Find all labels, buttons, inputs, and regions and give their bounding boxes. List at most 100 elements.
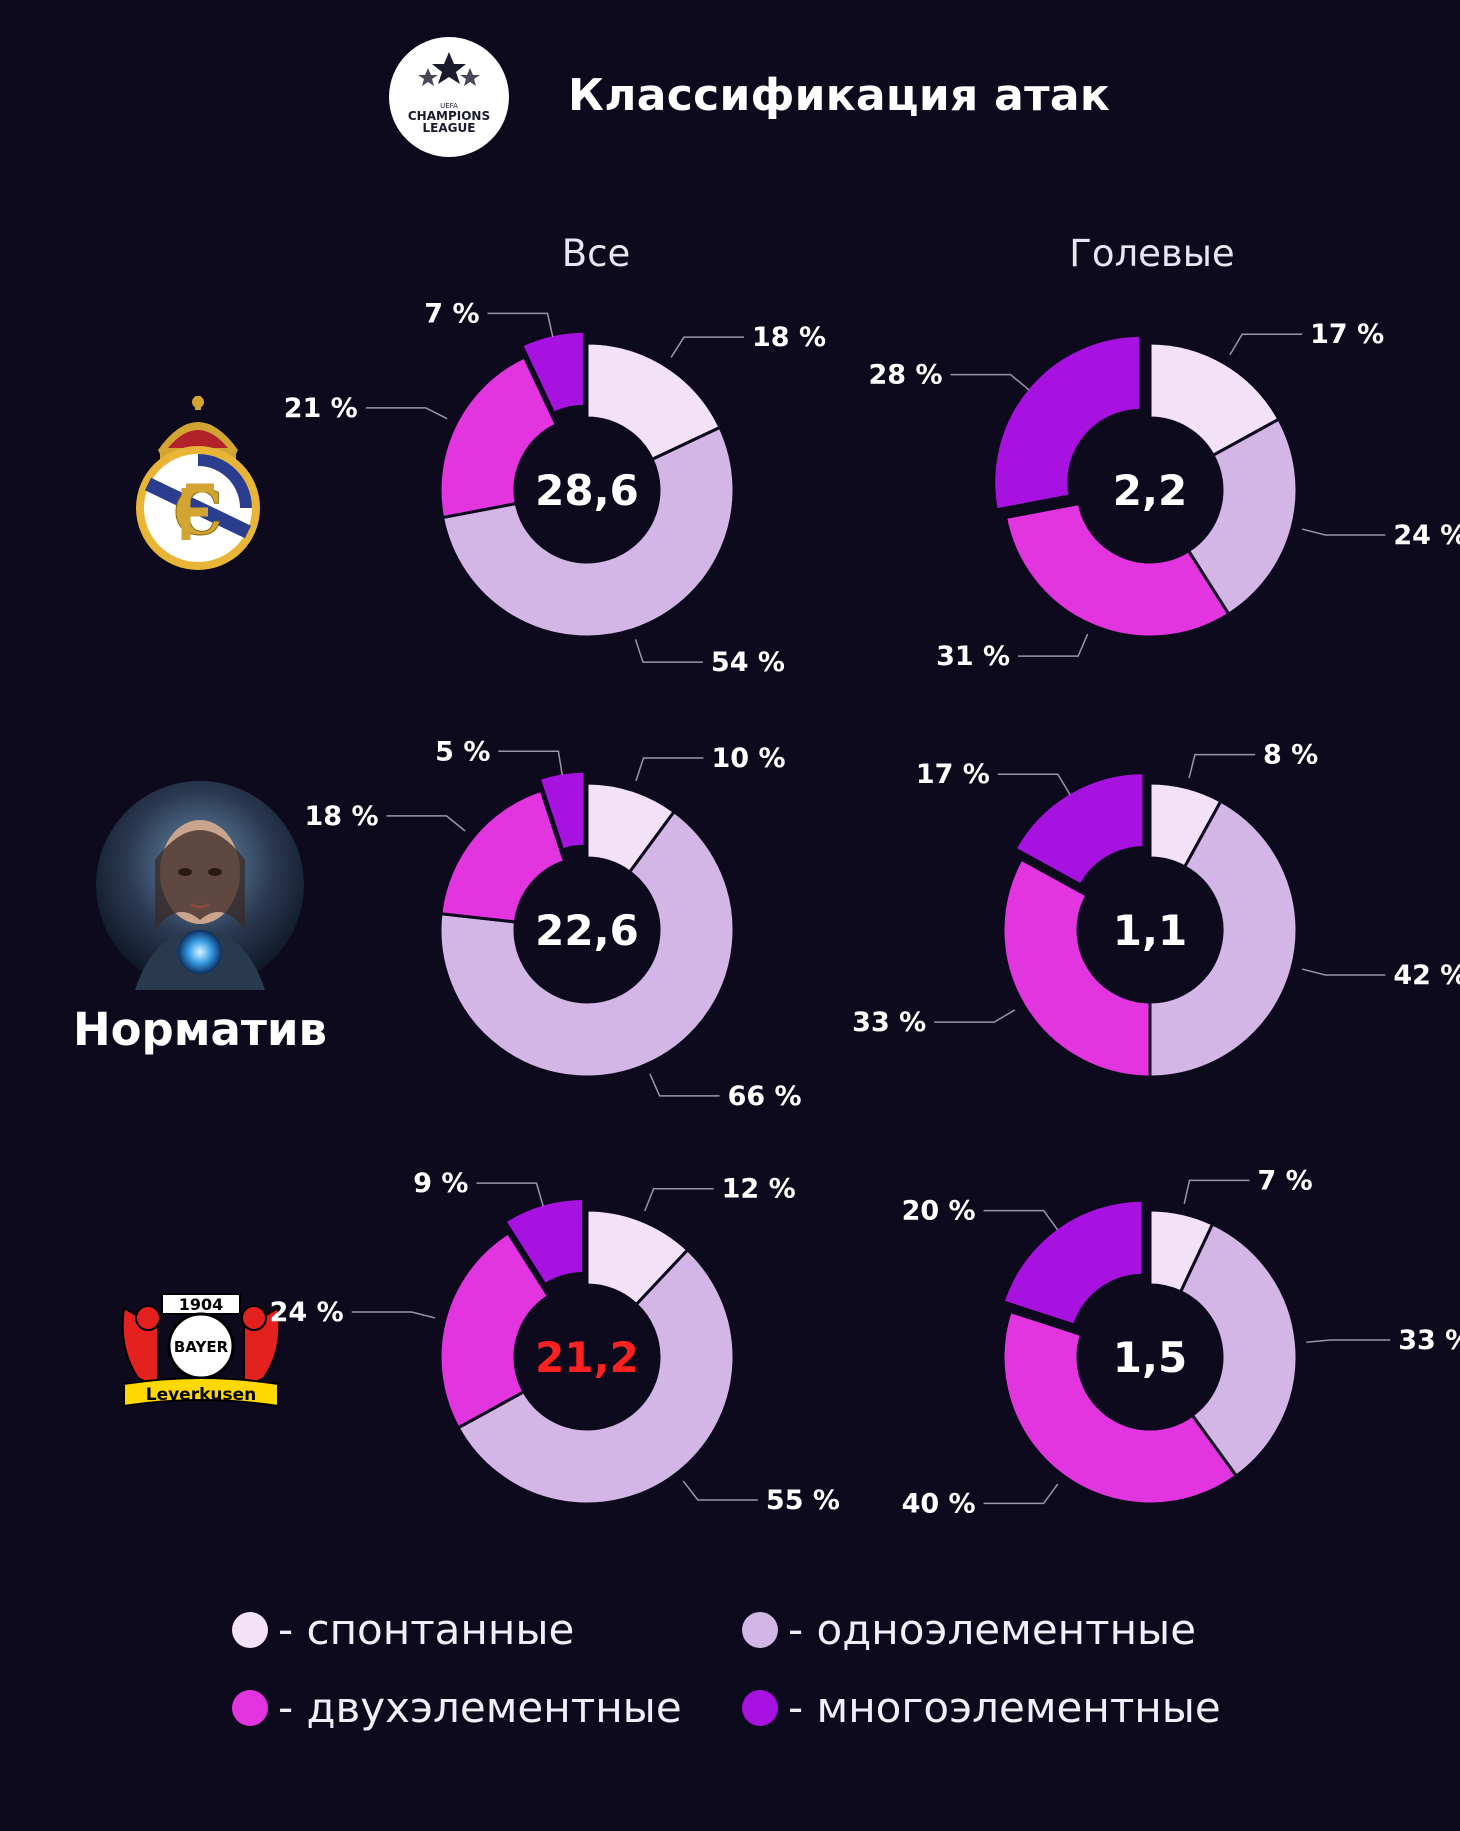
legend-item-two-element: - двухэлементные xyxy=(232,1683,682,1732)
leader-line xyxy=(1018,633,1089,657)
legend-item-multi-element: - многоэлементные xyxy=(742,1683,1221,1732)
percent-label: 7 % xyxy=(424,298,479,329)
leader-line xyxy=(950,373,1030,391)
segment-two-element xyxy=(1001,1309,1239,1506)
leader-line xyxy=(634,639,703,663)
percent-label: 18 % xyxy=(304,801,378,832)
segment-two-element xyxy=(1003,501,1231,639)
donut-real-madrid-0: 18 % 54 % 21 % 7 % 28,6 xyxy=(284,298,826,678)
segment-multi-element xyxy=(502,1196,586,1287)
donut-real-madrid-1: 17 % 24 % 31 % 28 % 2,2 xyxy=(869,319,1460,672)
center-value: 22,6 xyxy=(535,906,639,955)
percent-label: 40 % xyxy=(902,1488,976,1519)
legend-dot xyxy=(742,1689,778,1726)
percent-label: 31 % xyxy=(936,641,1010,672)
percent-label: 33 % xyxy=(852,1007,926,1038)
legend-label: - двухэлементные xyxy=(278,1683,682,1732)
segment-single-element xyxy=(1186,417,1299,617)
leader-line xyxy=(983,1209,1059,1231)
percent-label: 21 % xyxy=(284,393,358,424)
percent-label: 42 % xyxy=(1393,960,1460,991)
leader-line xyxy=(644,1187,714,1212)
donut-normative-1: 8 % 42 % 33 % 17 % 1,1 xyxy=(852,740,1460,1079)
svg-text:UEFA: UEFA xyxy=(440,102,458,110)
leader-line xyxy=(1301,968,1386,976)
column-header-all: Все xyxy=(561,232,631,275)
leader-line xyxy=(1188,753,1256,779)
leader-line xyxy=(365,407,448,420)
percent-label: 10 % xyxy=(711,743,785,774)
segment-two-element xyxy=(1001,857,1152,1079)
percent-label: 17 % xyxy=(916,759,990,790)
legend-label: - спонтанные xyxy=(278,1605,575,1654)
normative-label: Норматив xyxy=(72,1003,328,1056)
segment-two-element xyxy=(439,788,567,924)
segment-multi-element xyxy=(1013,771,1146,888)
percent-label: 5 % xyxy=(435,736,490,767)
percent-label: 20 % xyxy=(902,1196,976,1227)
svg-text:1904: 1904 xyxy=(179,1295,224,1314)
bayer-leverkusen-logo: 1904 BAYER Leverkusen xyxy=(121,1293,281,1408)
legend-dot xyxy=(232,1611,268,1648)
normative-avatar xyxy=(96,781,304,990)
leader-line xyxy=(682,1480,758,1501)
leader-line xyxy=(635,757,704,782)
percent-label: 24 % xyxy=(1393,520,1460,551)
segment-two-element xyxy=(438,354,559,520)
percent-label: 9 % xyxy=(413,1168,468,1199)
leader-line xyxy=(1229,333,1303,356)
center-value: 1,1 xyxy=(1113,906,1187,955)
svg-text:Leverkusen: Leverkusen xyxy=(146,1385,257,1405)
percent-label: 33 % xyxy=(1398,1325,1460,1356)
legend-label: - многоэлементные xyxy=(788,1683,1221,1732)
percent-label: 55 % xyxy=(766,1485,840,1516)
center-value: 1,5 xyxy=(1113,1333,1187,1382)
percent-label: 54 % xyxy=(711,647,785,678)
segment-multi-element xyxy=(992,333,1143,512)
segment-single-element xyxy=(1148,799,1299,1079)
svg-text:CHAMPIONS: CHAMPIONS xyxy=(408,109,490,123)
champions-league-logo: UEFA CHAMPIONS LEAGUE xyxy=(389,37,509,157)
percent-label: 8 % xyxy=(1263,740,1318,771)
percent-label: 24 % xyxy=(270,1297,344,1328)
svg-text:BAYER: BAYER xyxy=(174,1338,229,1356)
leader-line xyxy=(1306,1339,1391,1343)
svg-text:LEAGUE: LEAGUE xyxy=(423,121,476,135)
donut-bayer-leverkusen-1: 7 % 33 % 40 % 20 % 1,5 xyxy=(902,1165,1460,1519)
leader-line xyxy=(476,1182,544,1207)
legend-item-spontaneous: - спонтанные xyxy=(232,1605,574,1654)
percent-label: 28 % xyxy=(869,360,943,391)
column-header-goals: Голевые xyxy=(1069,232,1235,275)
percent-label: 12 % xyxy=(722,1174,796,1205)
leader-line xyxy=(351,1311,436,1319)
leader-line xyxy=(487,312,554,337)
legend-dot xyxy=(742,1611,778,1648)
leader-line xyxy=(1183,1179,1250,1204)
page-title: Классификация атак xyxy=(568,70,1111,121)
segment-spontaneous xyxy=(585,341,723,462)
center-value: 28,6 xyxy=(535,466,639,515)
leader-line xyxy=(386,815,466,832)
segment-single-element xyxy=(440,425,736,639)
percent-label: 18 % xyxy=(752,322,826,353)
leader-line xyxy=(498,750,563,776)
leader-line xyxy=(670,336,744,358)
segment-single-element xyxy=(438,809,736,1079)
center-value: 2,2 xyxy=(1113,466,1187,515)
leader-line xyxy=(997,773,1071,796)
donut-bayer-leverkusen-0: 12 % 55 % 24 % 9 % 21,2 xyxy=(270,1168,840,1516)
percent-label: 7 % xyxy=(1257,1165,1312,1196)
segment-single-element xyxy=(456,1247,736,1506)
segment-multi-element xyxy=(537,769,587,852)
real-madrid-logo: C xyxy=(136,396,260,570)
legend-item-single-element: - одноэлементные xyxy=(742,1605,1196,1654)
donut-normative-0: 10 % 66 % 18 % 5 % 22,6 xyxy=(304,736,801,1112)
percent-label: 17 % xyxy=(1310,319,1384,350)
segment-multi-element xyxy=(519,329,586,416)
segment-two-element xyxy=(438,1230,551,1430)
percent-label: 66 % xyxy=(728,1081,802,1112)
leader-line xyxy=(983,1483,1059,1505)
center-value: 21,2 xyxy=(535,1333,639,1382)
segment-spontaneous xyxy=(1148,341,1281,458)
